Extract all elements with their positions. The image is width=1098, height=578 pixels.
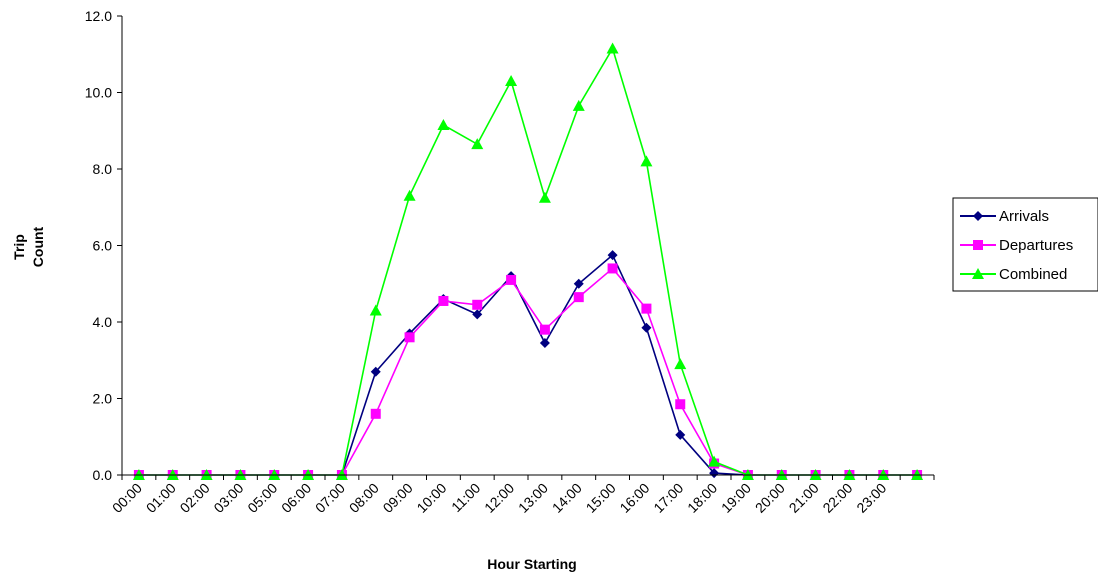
x-tick-label: 14:00	[549, 480, 585, 516]
data-point-combined	[572, 99, 585, 111]
series-combined	[132, 42, 924, 480]
x-tick-label: 23:00	[853, 480, 889, 516]
data-point-departures	[573, 292, 584, 303]
series-line-departures	[138, 267, 918, 476]
data-point-combined	[505, 75, 518, 87]
data-point-combined	[437, 119, 450, 131]
data-point-arrivals	[573, 278, 584, 289]
x-tick-label: 03:00	[210, 480, 246, 516]
x-tick-label: 17:00	[650, 480, 686, 516]
legend-label-combined: Combined	[999, 266, 1067, 283]
data-point-arrivals	[675, 429, 686, 440]
data-point-combined	[538, 191, 551, 203]
data-point-arrivals	[472, 309, 483, 320]
data-point-combined	[640, 155, 653, 167]
plot-area	[132, 42, 924, 480]
data-point-departures	[607, 263, 618, 274]
x-tick-label: 20:00	[752, 480, 788, 516]
data-point-arrivals	[539, 338, 550, 349]
data-point-arrivals	[607, 250, 618, 261]
y-tick-label: 2.0	[93, 391, 113, 407]
data-point-combined	[708, 455, 721, 467]
x-tick-label: 01:00	[143, 480, 179, 516]
x-tick-label: 09:00	[380, 480, 416, 516]
x-tick-label: 05:00	[244, 480, 280, 516]
data-point-combined	[471, 138, 484, 150]
series-arrivals	[133, 250, 923, 480]
x-tick-label: 18:00	[684, 480, 720, 516]
y-tick-label: 10.0	[85, 85, 112, 101]
legend-label-arrivals: Arrivals	[999, 208, 1049, 225]
y-tick-label: 12.0	[85, 8, 112, 24]
x-tick-label: 02:00	[177, 480, 213, 516]
data-point-arrivals	[370, 366, 381, 377]
x-tick-label: 21:00	[786, 480, 822, 516]
data-point-combined	[674, 358, 687, 370]
y-axis-title-line-1: Trip	[11, 234, 27, 260]
y-tick-label: 8.0	[93, 161, 113, 177]
legend: Arrivals Departures Combined	[952, 197, 1098, 292]
x-tick-label: 06:00	[278, 480, 314, 516]
data-point-departures	[404, 332, 415, 343]
x-axis-title: Hour Starting	[487, 556, 576, 572]
legend-label-departures: Departures	[999, 237, 1073, 254]
x-tick-label: 00:00	[109, 480, 145, 516]
data-point-departures	[472, 299, 483, 310]
data-point-combined	[369, 304, 382, 316]
data-point-departures	[438, 295, 449, 306]
x-tick-label: 19:00	[718, 480, 754, 516]
legend-item-arrivals: Arrivals	[960, 208, 1049, 225]
series-line-arrivals	[138, 253, 918, 476]
x-tick-label: 16:00	[616, 480, 652, 516]
legend-marker-arrivals	[973, 211, 983, 221]
x-tick-label: 15:00	[583, 480, 619, 516]
legend-item-combined: Combined	[960, 266, 1067, 283]
y-tick-label: 4.0	[93, 314, 113, 330]
y-axis-title-line-2: Count	[30, 226, 46, 267]
y-tick-label: 6.0	[93, 238, 113, 254]
data-point-departures	[506, 274, 517, 285]
x-tick-label: 11:00	[448, 480, 484, 516]
data-point-departures	[641, 303, 652, 314]
y-tick-label: 0.0	[93, 467, 113, 483]
x-tick-label: 13:00	[515, 480, 551, 516]
legend-marker-departures	[973, 240, 983, 250]
legend-item-departures: Departures	[960, 237, 1073, 254]
x-tick-label: 12:00	[481, 480, 517, 516]
x-tick-label: 10:00	[413, 480, 449, 516]
x-tick-label: 07:00	[312, 480, 348, 516]
data-point-departures	[370, 408, 381, 419]
legend-marker-combined	[972, 268, 984, 279]
x-tick-label: 22:00	[819, 480, 855, 516]
series-departures	[133, 263, 923, 480]
series-line-combined	[138, 46, 918, 476]
data-point-departures	[539, 324, 550, 335]
data-point-arrivals	[709, 468, 720, 479]
data-point-departures	[675, 399, 686, 410]
data-point-combined	[403, 189, 416, 201]
data-point-arrivals	[641, 322, 652, 333]
x-tick-label: 08:00	[346, 480, 382, 516]
data-point-combined	[606, 42, 619, 54]
